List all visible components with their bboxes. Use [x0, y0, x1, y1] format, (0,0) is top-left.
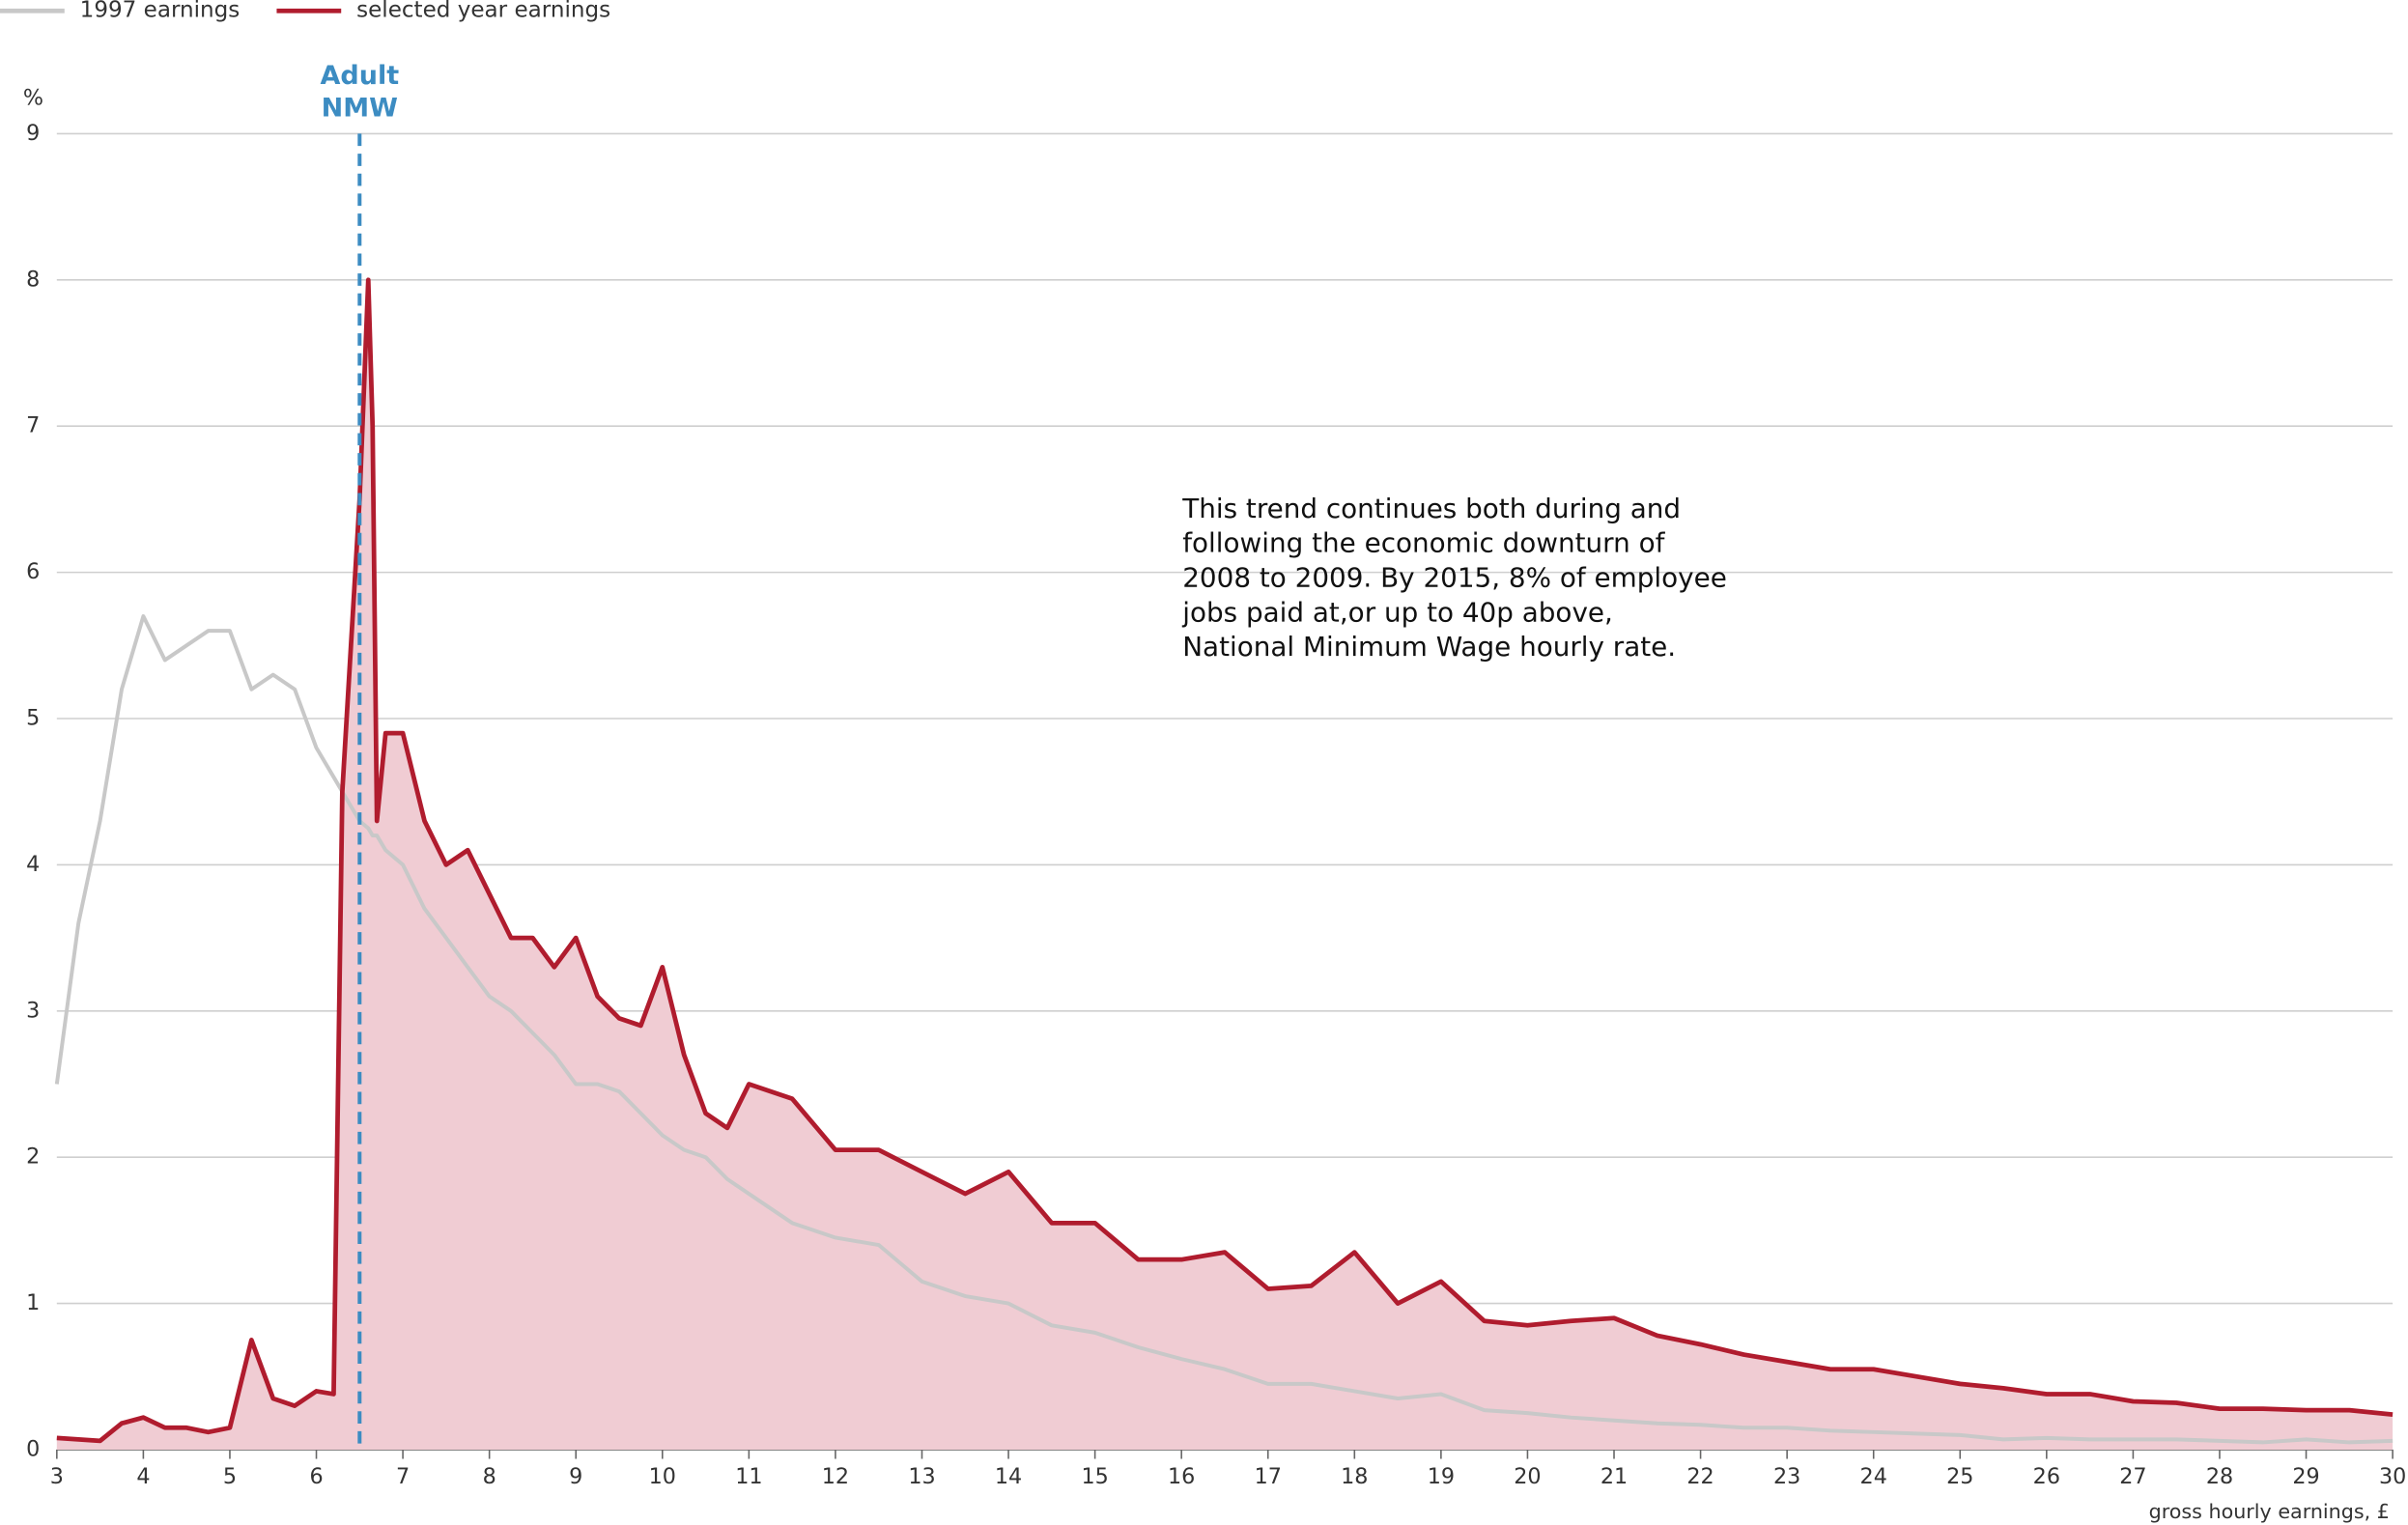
annotation: This trend continues both during and	[1181, 493, 1681, 524]
annotation: National Minimum Wage hourly rate.	[1182, 631, 1676, 663]
x-tick-label: 8	[483, 1464, 496, 1489]
x-tick-label: 18	[1341, 1464, 1368, 1489]
line	[56, 277, 2394, 1444]
x-tick-label: 17	[1255, 1464, 1282, 1489]
annotation: jobs paid at,or up to 40p above,	[1181, 596, 1613, 628]
x-tick-label: 3	[50, 1464, 64, 1489]
y-tick-label: 8	[26, 267, 40, 292]
x-tick-label: 25	[1946, 1464, 1973, 1489]
x-tick-label: 13	[908, 1464, 935, 1489]
y-tick-label: 0	[26, 1436, 40, 1461]
x-tick-label: 26	[2033, 1464, 2060, 1489]
x-tick-label: 21	[1601, 1464, 1628, 1489]
x-tick-label: 4	[136, 1464, 150, 1489]
y-tick-label: 3	[26, 998, 40, 1023]
x-tick-label: 6	[309, 1464, 323, 1489]
annotation: 2008 to 2009. By 2015, 8% of employee	[1182, 562, 1727, 594]
y-tick-label: 6	[26, 559, 40, 584]
x-tick-label: 16	[1168, 1464, 1195, 1489]
x-tick-label: 11	[735, 1464, 762, 1489]
y-tick-label: 4	[26, 852, 40, 877]
area	[56, 279, 2394, 1450]
x-tick-label: 27	[2119, 1464, 2146, 1489]
x-tick-label: 7	[396, 1464, 410, 1489]
x-tick-label: 20	[1514, 1464, 1541, 1489]
x-tick-label: 12	[822, 1464, 849, 1489]
x-tick-label: 23	[1773, 1464, 1800, 1489]
line	[54, 614, 2394, 1445]
y-tick-label: 7	[26, 413, 40, 438]
x-tick-label: 22	[1686, 1464, 1714, 1489]
annotation: following the economic downturn of	[1182, 527, 1665, 559]
x-tick-label: 5	[223, 1464, 237, 1489]
y-axis-label: %	[23, 85, 43, 110]
y-tick-label: 1	[26, 1290, 40, 1315]
x-tick-label: 10	[649, 1464, 676, 1489]
x-tick-label: 15	[1081, 1464, 1108, 1489]
x-tick-label: 28	[2206, 1464, 2233, 1489]
y-tick-label: 9	[26, 121, 40, 146]
x-tick-label: 29	[2292, 1464, 2319, 1489]
nmw-label: NMW	[322, 93, 398, 123]
x-tick-label: 9	[569, 1464, 582, 1489]
y-tick-label: 5	[26, 706, 40, 731]
x-tick-label: 19	[1428, 1464, 1455, 1489]
x-tick-label: 24	[1860, 1464, 1887, 1489]
x-tick-label: 14	[995, 1464, 1022, 1489]
legend-label: 1997 earnings	[80, 0, 241, 23]
x-axis-label: gross hourly earnings, £	[2149, 1500, 2390, 1523]
nmw-label: Adult	[320, 61, 399, 91]
legend-label: selected year earnings	[356, 0, 610, 23]
x-tick-label: 30	[2379, 1464, 2406, 1489]
y-tick-label: 2	[26, 1144, 40, 1170]
